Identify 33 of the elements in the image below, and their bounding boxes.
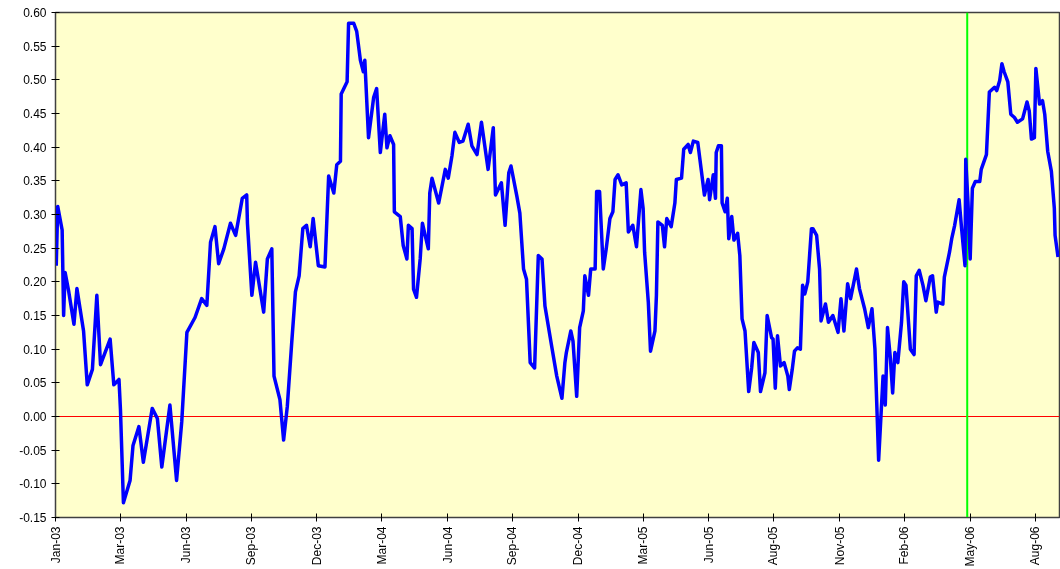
y-tick-label: 0.35 [23, 174, 47, 189]
y-tick-label: 0.15 [23, 309, 47, 323]
x-tick-label: Jan-03 [48, 526, 63, 564]
y-tick-label: 0.55 [23, 39, 47, 54]
y-tick-label: 0.10 [23, 342, 47, 357]
y-tick-label: 0.20 [23, 275, 47, 290]
y-tick-label: 0.50 [23, 73, 47, 88]
y-tick-label: -0.15 [19, 511, 47, 525]
x-tick-label: Sep-03 [244, 526, 259, 566]
y-tick-label: -0.10 [19, 477, 47, 492]
y-tick-label: 0.25 [23, 241, 47, 256]
y-tick-label: -0.05 [19, 443, 47, 458]
x-tick-label: Jun-04 [440, 526, 455, 564]
x-tick-label: Mar-05 [636, 526, 651, 565]
y-tick-label: 0.05 [23, 376, 47, 391]
x-tick-label: Sep-04 [505, 526, 520, 566]
x-tick-label: Feb-06 [897, 526, 912, 565]
y-tick-label: 0.30 [23, 208, 47, 222]
x-tick-label: Dec-03 [309, 526, 324, 566]
y-tick-label: 0.00 [23, 410, 47, 424]
x-tick-label: Mar-04 [374, 526, 389, 565]
y-tick-label: 0.40 [23, 140, 47, 155]
x-tick-label: Aug-06 [1028, 526, 1043, 566]
x-tick-label: Jun-05 [701, 526, 716, 564]
x-tick-label: Dec-04 [571, 526, 586, 566]
x-tick-label: May-06 [963, 526, 978, 567]
x-tick-label: Nov-05 [832, 526, 847, 566]
line-series [55, 21, 1060, 505]
y-tick-label: 0.45 [23, 107, 47, 121]
x-tick-label: Jun-03 [179, 526, 194, 564]
x-tick-label: Aug-05 [766, 526, 781, 566]
x-tick-label: Mar-03 [113, 526, 128, 565]
y-tick-label: 0.60 [23, 6, 47, 20]
